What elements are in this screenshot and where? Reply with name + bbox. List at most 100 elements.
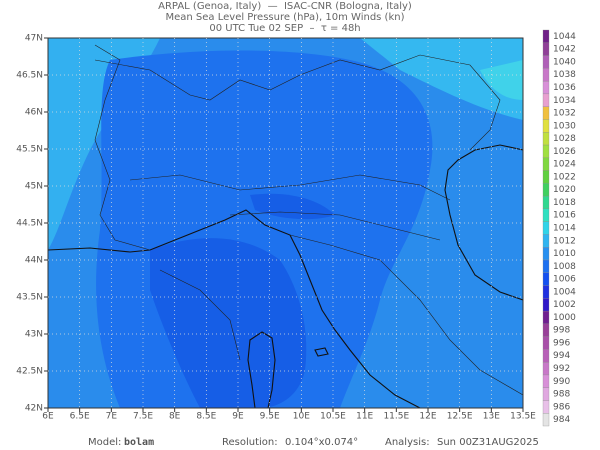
y-tick-label: 46.5N [16, 71, 43, 81]
map-area [48, 38, 523, 408]
y-tick-label: 42.5N [16, 367, 43, 377]
colorbar-cell [542, 42, 550, 56]
border [289, 234, 523, 396]
colorbar-label: 1036 [553, 83, 576, 93]
y-tick-label: 45N [25, 182, 43, 192]
coastline [314, 347, 329, 357]
colorbar-label: 1004 [553, 287, 576, 297]
x-tick-label: 10E [293, 412, 310, 422]
coastline [48, 209, 421, 408]
coastline [247, 331, 276, 408]
header-line: ARPAL (Genoa, Italy) — ISAC-CNR (Bologna… [158, 1, 412, 12]
y-tick-label: 45.5N [16, 145, 43, 155]
colorbar-cell [542, 132, 550, 146]
colorbar-label: 1032 [553, 109, 576, 119]
resolution: 0.104°x0.074° [285, 437, 358, 448]
colorbar-label: 1002 [553, 300, 576, 310]
x-tick-label: 12.5E [447, 412, 473, 422]
colorbar-label: 994 [553, 351, 570, 361]
colorbar-cell [542, 157, 550, 171]
colorbar-cell [542, 68, 550, 82]
x-tick-label: 11.5E [383, 412, 409, 422]
colorbar-cell [542, 29, 550, 43]
colorbar-cell [542, 387, 550, 401]
colorbar-label: 998 [553, 326, 570, 336]
x-tick-label: 10.5E [320, 412, 346, 422]
colorbar-cell [542, 361, 550, 376]
colorbar-cell [542, 298, 550, 312]
colorbar-cell [542, 234, 550, 248]
colorbar-label: 984 [553, 415, 570, 425]
x-tick-label: 12E [419, 412, 436, 422]
colorbar-cell [542, 93, 550, 107]
colorbar-label: 1022 [553, 172, 576, 182]
colorbar-label: 986 [553, 402, 570, 412]
colorbar-cell [542, 55, 550, 69]
colorbar-label: 1010 [553, 249, 576, 259]
colorbar-cell [542, 310, 550, 324]
colorbar-cell [542, 259, 550, 273]
x-tick-label: 11E [356, 412, 373, 422]
header-line: Mean Sea Level Pressure (hPa), 10m Winds… [166, 12, 405, 23]
border [94, 44, 151, 251]
model-label: Model: [88, 437, 121, 448]
header-line: 00 UTC Tue 02 SEP – τ = 48h [209, 23, 360, 34]
x-tick-label: 9E [232, 412, 244, 422]
colorbar-cell [542, 106, 550, 120]
model: bolam [124, 437, 154, 448]
colorbar-cell [542, 119, 550, 133]
y-tick-label: 43N [25, 330, 43, 340]
x-tick-label: 6.5E [70, 412, 90, 422]
y-tick-label: 46N [25, 108, 43, 118]
colorbar-cell [542, 208, 550, 222]
colorbar-label: 1000 [553, 313, 576, 323]
colorbar-label: 1006 [553, 275, 576, 285]
colorbar-cell [542, 247, 550, 261]
y-tick-label: 44N [25, 256, 43, 266]
colorbar-cell [542, 336, 550, 350]
colorbar-cell [542, 349, 550, 363]
colorbar-label: 988 [553, 390, 570, 400]
colorbar-label: 1044 [553, 32, 576, 42]
y-tick-label: 44.5N [16, 219, 43, 229]
colorbar-label: 992 [553, 364, 570, 374]
colorbar-cell [542, 144, 550, 158]
colorbar-cell [542, 183, 550, 197]
x-tick-label: 13E [483, 412, 500, 422]
x-tick-label: 8.5E [196, 412, 216, 422]
colorbar-label: 1008 [553, 262, 576, 272]
x-tick-label: 9.5E [260, 412, 280, 422]
analysis-label: Analysis: [385, 437, 430, 448]
colorbar-cell [542, 413, 550, 427]
colorbar-label: 1014 [553, 224, 576, 234]
analysis: Sun 00Z31AUG2025 [437, 437, 539, 448]
colorbar-cell [542, 195, 550, 209]
y-tick-label: 42N [25, 404, 43, 414]
colorbar-label: 1018 [553, 198, 576, 208]
colorbar-label: 996 [553, 338, 570, 348]
x-tick-label: 13.5E [510, 412, 536, 422]
y-tick-label: 43.5N [16, 293, 43, 303]
colorbar-label: 1030 [553, 121, 576, 131]
border [229, 211, 441, 241]
colorbar-cell [542, 170, 550, 184]
colorbar-cell [542, 374, 550, 388]
colorbar-label: 1042 [553, 45, 576, 55]
colorbar-label: 1034 [553, 96, 576, 106]
colorbar-label: 1012 [553, 236, 576, 246]
pressure-field [480, 60, 523, 100]
colorbar-label: 1026 [553, 147, 576, 157]
colorbar-cell [542, 272, 550, 286]
resolution-label: Resolution: [222, 437, 278, 448]
x-tick-label: 7.5E [133, 412, 153, 422]
colorbar-label: 990 [553, 377, 570, 387]
colorbar-label: 1028 [553, 134, 576, 144]
colorbar-label: 1020 [553, 185, 576, 195]
x-tick-label: 6E [42, 412, 54, 422]
colorbar-cell [542, 285, 550, 299]
colorbar-cell [542, 400, 550, 414]
pressure-field [360, 38, 523, 120]
border [94, 54, 501, 151]
border [129, 174, 451, 201]
